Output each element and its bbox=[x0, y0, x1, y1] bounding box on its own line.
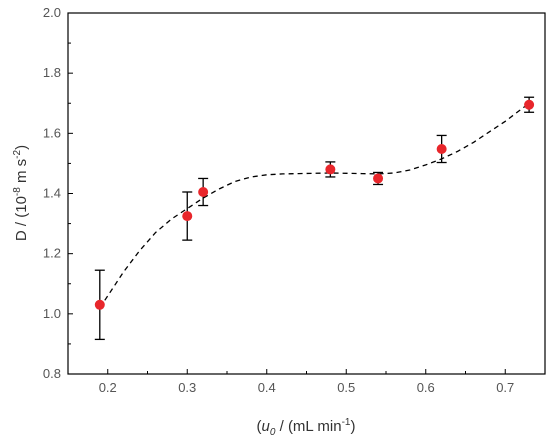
data-point bbox=[198, 186, 209, 197]
y-tick-label: 0.8 bbox=[43, 366, 61, 381]
data-point bbox=[182, 211, 193, 222]
y-tick-label: 1.0 bbox=[43, 306, 61, 321]
y-tick-label: 1.6 bbox=[43, 125, 61, 140]
x-tick-label: 0.6 bbox=[417, 380, 435, 395]
y-tick-label: 1.2 bbox=[43, 246, 61, 261]
x-tick-label: 0.4 bbox=[258, 380, 276, 395]
data-point bbox=[373, 173, 384, 184]
x-axis-label: (u0 / (mL min-1) bbox=[257, 417, 356, 438]
y-tick-label: 2.0 bbox=[43, 5, 61, 20]
y-axis-label: D / (10-8 m s-2) bbox=[12, 145, 30, 241]
data-point bbox=[436, 143, 447, 154]
data-point bbox=[94, 299, 105, 310]
y-tick-label: 1.8 bbox=[43, 65, 61, 80]
x-tick-label: 0.3 bbox=[178, 380, 196, 395]
x-tick-label: 0.2 bbox=[99, 380, 117, 395]
x-tick-label: 0.5 bbox=[337, 380, 355, 395]
y-tick-label: 1.4 bbox=[43, 186, 61, 201]
axes: 0.2 0.3 0.4 0.5 0.6 0.7 0.8 1.0 1.2 1.4 1.6 1.8 2.0 bbox=[43, 5, 546, 395]
data-point bbox=[524, 99, 535, 110]
data-point bbox=[325, 164, 336, 175]
data-points-layer bbox=[94, 99, 535, 310]
x-tick-label: 0.7 bbox=[496, 380, 514, 395]
